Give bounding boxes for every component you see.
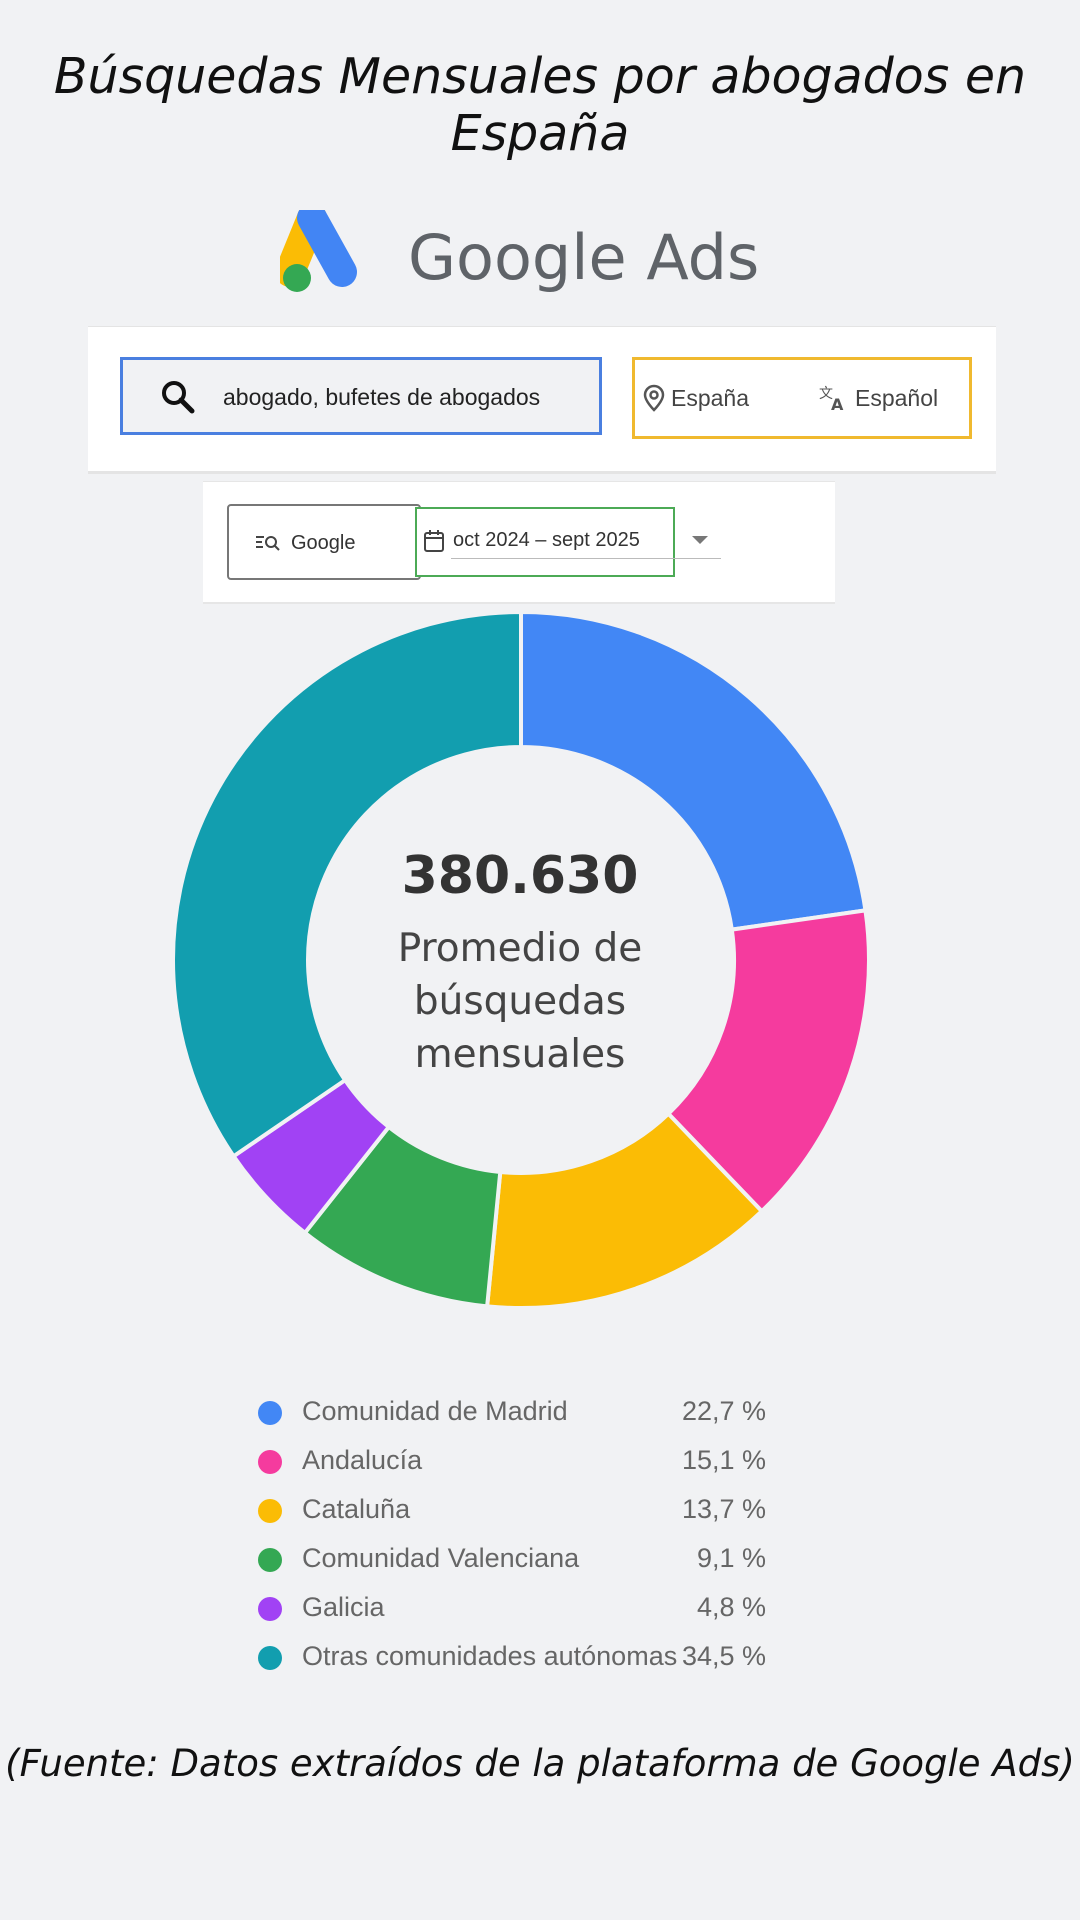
legend-dot bbox=[258, 1646, 282, 1670]
legend-label: Andalucía bbox=[302, 1445, 423, 1475]
legend-dot bbox=[258, 1450, 282, 1474]
legend-item: Galicia 4,8 % bbox=[256, 1589, 796, 1638]
legend-dot bbox=[258, 1401, 282, 1425]
center-label-line-2: búsquedas bbox=[413, 979, 627, 1024]
logo-text: Google Ads bbox=[408, 221, 760, 294]
legend-label: Comunidad Valenciana bbox=[302, 1543, 580, 1573]
legend-item: Comunidad Valenciana 9,1 % bbox=[256, 1540, 796, 1589]
page-title: Búsquedas Mensuales por abogados en Espa… bbox=[53, 48, 1027, 162]
chevron-down-icon[interactable] bbox=[691, 535, 709, 545]
calendar-icon bbox=[424, 530, 444, 552]
legend-label: Otras comunidades autónomas bbox=[302, 1641, 678, 1671]
legend-value: 4,8 % bbox=[696, 1592, 766, 1622]
donut-slice-6[interactable] bbox=[171, 609, 523, 1160]
source-note: (Fuente: Datos extraídos de la plataform… bbox=[5, 1742, 1075, 1785]
translate-icon: 文 A bbox=[819, 386, 844, 412]
donut-chart bbox=[171, 609, 871, 1310]
total-searches-label: Promedio de búsquedas mensuales bbox=[0, 922, 1040, 1081]
donut-slice-1[interactable] bbox=[519, 609, 868, 932]
legend-value: 15,1 % bbox=[681, 1445, 766, 1475]
legend-label: Cataluña bbox=[302, 1494, 411, 1524]
legend-item: Comunidad de Madrid 22,7 % bbox=[256, 1393, 796, 1442]
donut-slice-2[interactable] bbox=[665, 908, 871, 1215]
center-label-line-3: mensuales bbox=[414, 1032, 626, 1077]
legend-item: Andalucía 15,1 % bbox=[256, 1442, 796, 1491]
google-ads-logo-icon bbox=[280, 210, 357, 292]
keyword-text: abogado, bufetes de abogados bbox=[223, 384, 541, 410]
legend-item: Cataluña 13,7 % bbox=[256, 1491, 796, 1540]
chart-legend: Comunidad de Madrid 22,7 % Andalucía 15,1 %… bbox=[256, 1393, 796, 1687]
search-icon bbox=[162, 381, 195, 414]
network-selector[interactable]: Google bbox=[227, 504, 421, 580]
network-text: Google bbox=[291, 532, 356, 554]
legend-label: Galicia bbox=[302, 1592, 385, 1622]
svg-text:文: 文 bbox=[819, 386, 833, 402]
svg-text:A: A bbox=[831, 395, 844, 412]
date-range-selector[interactable]: oct 2024 – sept 2025 bbox=[415, 507, 675, 577]
legend-dot bbox=[258, 1548, 282, 1572]
legend-value: 22,7 % bbox=[681, 1396, 766, 1426]
legend-value: 34,5 % bbox=[681, 1641, 766, 1671]
legend-dot bbox=[258, 1499, 282, 1523]
legend-dot bbox=[258, 1597, 282, 1621]
location-pin-icon bbox=[643, 384, 665, 412]
legend-label: Comunidad de Madrid bbox=[302, 1396, 568, 1426]
legend-value: 13,7 % bbox=[681, 1494, 766, 1524]
search-panel: abogado, bufetes de abogados España 文 A … bbox=[88, 326, 996, 474]
date-range-text: oct 2024 – sept 2025 bbox=[453, 529, 640, 551]
location-text: España bbox=[671, 385, 750, 411]
filter-panel: Google oct 2024 – sept 2025 bbox=[203, 481, 835, 604]
language-text: Español bbox=[855, 385, 939, 411]
legend-item: Otras comunidades autónomas 34,5 % bbox=[256, 1638, 796, 1687]
keyword-field[interactable]: abogado, bufetes de abogados bbox=[120, 357, 602, 435]
legend-value: 9,1 % bbox=[696, 1543, 766, 1573]
total-searches-value: 380.630 bbox=[401, 846, 639, 906]
search-network-icon bbox=[256, 536, 280, 551]
location-language-box[interactable]: España 文 A Español bbox=[632, 357, 972, 439]
center-label-line-1: Promedio de bbox=[397, 926, 643, 971]
date-underline bbox=[451, 558, 721, 559]
